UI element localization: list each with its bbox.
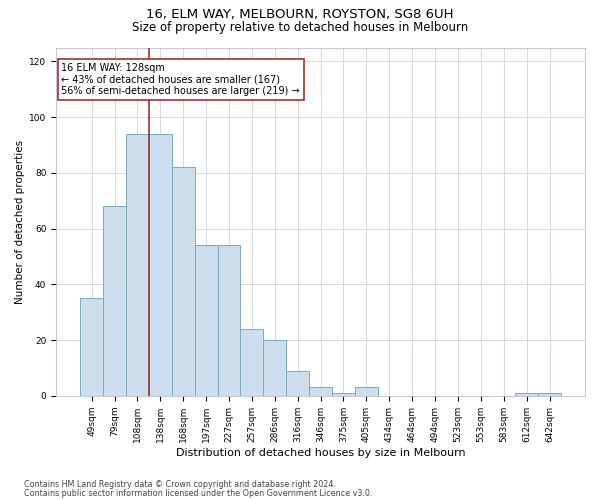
Bar <box>80 298 103 396</box>
Bar <box>355 388 378 396</box>
Bar <box>172 168 194 396</box>
Bar <box>332 393 355 396</box>
Bar <box>194 246 218 396</box>
Bar <box>149 134 172 396</box>
Bar <box>263 340 286 396</box>
Text: Contains HM Land Registry data © Crown copyright and database right 2024.: Contains HM Land Registry data © Crown c… <box>24 480 336 489</box>
Text: Contains public sector information licensed under the Open Government Licence v3: Contains public sector information licen… <box>24 489 373 498</box>
Bar <box>309 388 332 396</box>
Bar <box>218 246 241 396</box>
Y-axis label: Number of detached properties: Number of detached properties <box>15 140 25 304</box>
Text: 16, ELM WAY, MELBOURN, ROYSTON, SG8 6UH: 16, ELM WAY, MELBOURN, ROYSTON, SG8 6UH <box>146 8 454 21</box>
X-axis label: Distribution of detached houses by size in Melbourn: Distribution of detached houses by size … <box>176 448 466 458</box>
Bar <box>538 393 561 396</box>
Bar <box>515 393 538 396</box>
Bar <box>103 206 126 396</box>
Text: 16 ELM WAY: 128sqm
← 43% of detached houses are smaller (167)
56% of semi-detach: 16 ELM WAY: 128sqm ← 43% of detached hou… <box>61 63 300 96</box>
Text: Size of property relative to detached houses in Melbourn: Size of property relative to detached ho… <box>132 21 468 34</box>
Bar <box>241 329 263 396</box>
Bar <box>126 134 149 396</box>
Bar <box>286 371 309 396</box>
